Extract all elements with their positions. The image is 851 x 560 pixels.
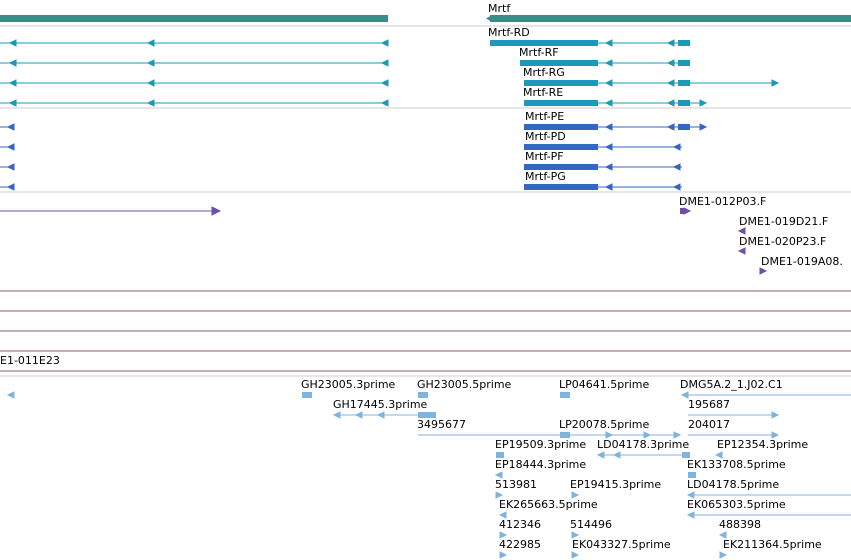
est-label[interactable]: 3495677 (417, 418, 466, 431)
transcript-row[interactable] (0, 79, 780, 87)
protein-label[interactable]: Mrtf-PD (525, 130, 566, 143)
transcript-label[interactable]: Mrtf-RF (519, 46, 559, 59)
transcript-label[interactable]: Mrtf-RE (523, 86, 564, 99)
est-feature[interactable] (688, 411, 780, 419)
est-label[interactable]: 412346 (499, 518, 541, 531)
gene-bar-right[interactable] (490, 15, 851, 22)
est-label[interactable]: LD04178.5prime (687, 478, 780, 491)
est-label[interactable]: EP12354.3prime (717, 438, 809, 451)
est-label[interactable]: 488398 (719, 518, 761, 531)
est-label[interactable]: LP20078.5prime (559, 418, 650, 431)
transcript-label[interactable]: Mrtf-RG (523, 66, 565, 79)
gene-bar-left[interactable] (0, 15, 388, 22)
est-feature[interactable] (494, 471, 503, 479)
protein-label[interactable]: Mrtf-PG (525, 170, 566, 183)
est-label[interactable]: LD04178.3prime (597, 438, 690, 451)
clone-label[interactable]: DME1-012P03.F (679, 195, 767, 208)
transcript-label[interactable]: Mrtf-RD (488, 26, 530, 39)
est-feature[interactable] (418, 431, 682, 439)
est-feature[interactable] (495, 491, 504, 499)
est-label[interactable]: GH17445.3prime (333, 398, 428, 411)
est-feature[interactable] (6, 391, 15, 399)
est-label[interactable]: DMG5A.2_1.J02.C1 (680, 378, 783, 391)
clone-label[interactable]: DME1-020P23.F (739, 235, 827, 248)
est-label[interactable]: EP19415.3prime (570, 478, 662, 491)
clone-band-label[interactable]: E1-011E23 (0, 354, 60, 367)
est-label[interactable]: EK065303.5prime (687, 498, 786, 511)
gene-track (0, 15, 851, 22)
est-feature[interactable] (719, 551, 728, 559)
est-feature[interactable] (571, 491, 580, 499)
est-label[interactable]: EK211364.5prime (723, 538, 822, 551)
est-label[interactable]: 204017 (688, 418, 730, 431)
est-label[interactable]: 513981 (495, 478, 537, 491)
est-feature[interactable] (499, 551, 508, 559)
est-label[interactable]: GH23005.5prime (417, 378, 512, 391)
est-feature[interactable] (499, 531, 508, 539)
gene-strand-arrow (486, 15, 492, 22)
protein-label[interactable]: Mrtf-PF (525, 150, 564, 163)
est-label[interactable]: GH23005.3prime (301, 378, 396, 391)
est-feature[interactable] (418, 392, 428, 398)
clone-label[interactable]: DME1-019A08. (761, 255, 843, 268)
gene-label[interactable]: Mrtf (488, 2, 511, 15)
transcript-track-blue (0, 123, 708, 191)
est-feature[interactable] (596, 451, 690, 459)
est-label[interactable]: EK133708.5prime (687, 458, 786, 471)
est-feature[interactable] (714, 451, 723, 459)
protein-row[interactable] (0, 123, 708, 131)
protein-label[interactable]: Mrtf-PE (525, 110, 565, 123)
est-feature[interactable] (688, 431, 780, 439)
est-track (6, 391, 851, 559)
clone-feature[interactable] (737, 247, 746, 255)
est-feature[interactable] (302, 392, 312, 398)
est-label[interactable]: LP04641.5prime (559, 378, 650, 391)
est-label[interactable]: 422985 (499, 538, 541, 551)
est-feature[interactable] (571, 531, 580, 539)
est-label[interactable]: EP19509.3prime (495, 438, 587, 451)
clone-feature[interactable] (759, 267, 768, 275)
protein-row[interactable] (0, 143, 682, 151)
est-feature[interactable] (560, 392, 570, 398)
est-label[interactable]: EK043327.5prime (572, 538, 671, 551)
est-feature[interactable] (498, 511, 507, 519)
protein-row[interactable] (0, 163, 682, 171)
est-label[interactable]: 195687 (688, 398, 730, 411)
est-feature[interactable] (571, 551, 580, 559)
transcript-row[interactable] (0, 99, 708, 107)
transcript-row[interactable] (0, 39, 690, 47)
clone-feature[interactable] (0, 206, 222, 216)
est-feature[interactable] (686, 491, 851, 499)
est-feature[interactable] (496, 452, 504, 458)
est-feature[interactable] (688, 472, 696, 478)
est-label[interactable]: EP18444.3prime (495, 458, 587, 471)
transcript-track-cyan (0, 39, 780, 107)
est-feature[interactable] (718, 531, 727, 539)
transcript-row[interactable] (0, 59, 690, 67)
est-feature[interactable] (680, 391, 851, 399)
est-label[interactable]: 514496 (570, 518, 612, 531)
clone-band-lines (0, 290, 851, 372)
est-feature[interactable] (686, 511, 851, 519)
clone-label[interactable]: DME1-019D21.F (739, 215, 829, 228)
clone-feature[interactable] (680, 207, 692, 215)
clone-track-purple (0, 206, 768, 275)
protein-row[interactable] (0, 183, 682, 191)
clone-feature[interactable] (737, 227, 746, 235)
est-label[interactable]: EK265663.5prime (499, 498, 598, 511)
est-feature[interactable] (332, 411, 436, 419)
